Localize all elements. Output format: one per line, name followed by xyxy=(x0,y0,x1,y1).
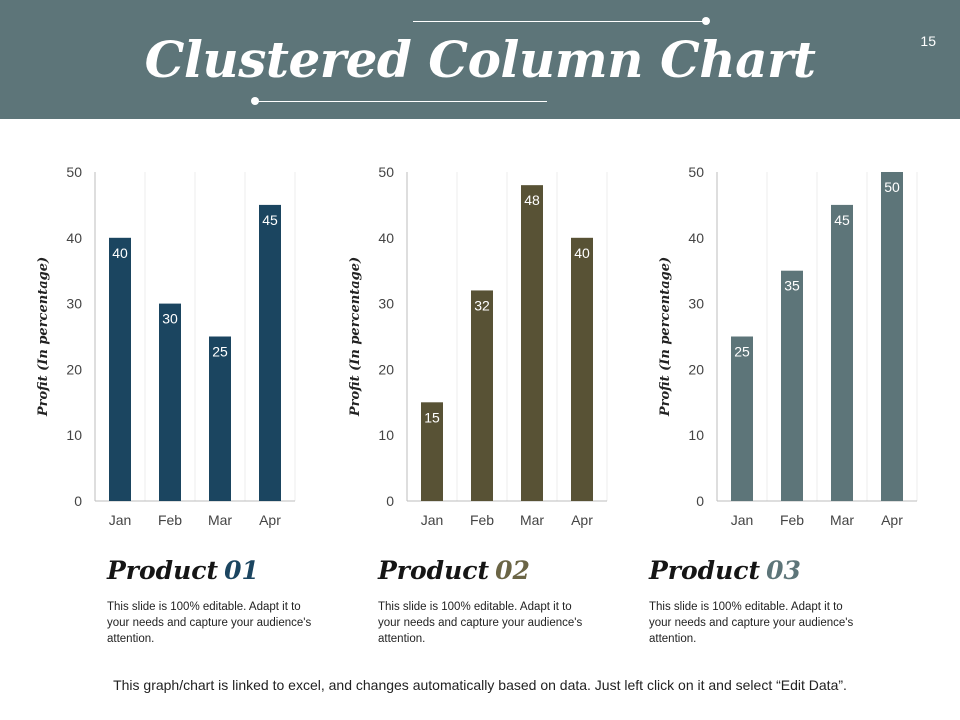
data-label: 25 xyxy=(212,344,228,360)
data-label: 50 xyxy=(884,179,900,195)
y-tick-label: 30 xyxy=(378,296,394,312)
product-02-label: Product xyxy=(378,556,490,585)
y-axis-title: Profit (In percentage) xyxy=(36,257,51,417)
product-01-number: 01 xyxy=(224,556,259,585)
data-label: 30 xyxy=(162,311,178,327)
y-tick-label: 10 xyxy=(66,427,82,443)
y-tick-label: 20 xyxy=(378,361,394,377)
product-01-label: Product xyxy=(107,556,219,585)
x-tick-label: Apr xyxy=(571,512,593,528)
data-label: 15 xyxy=(424,409,440,425)
bar-apr[interactable] xyxy=(571,237,593,502)
y-tick-label: 50 xyxy=(378,164,394,180)
y-tick-label: 20 xyxy=(66,361,82,377)
bar-mar[interactable] xyxy=(831,204,853,501)
data-label: 45 xyxy=(834,212,850,228)
slide-title: Clustered Column Chart xyxy=(144,30,816,89)
data-label: 35 xyxy=(784,278,800,294)
x-tick-label: Mar xyxy=(830,512,854,528)
y-tick-label: 30 xyxy=(688,296,704,312)
bar-apr[interactable] xyxy=(881,172,903,501)
product-03-number: 03 xyxy=(766,556,801,585)
y-tick-label: 10 xyxy=(378,427,394,443)
data-label: 40 xyxy=(574,245,590,261)
x-tick-label: Jan xyxy=(421,512,444,528)
bar-apr[interactable] xyxy=(259,204,281,501)
bar-feb[interactable] xyxy=(781,270,803,501)
y-tick-label: 10 xyxy=(688,427,704,443)
chart-product-03[interactable]: 0 10 20 30 40 50 Profit (In percentage) 25 Jan 35… xyxy=(642,150,932,540)
page-number: 15 xyxy=(920,33,936,49)
product-02-description: This slide is 100% editable. Adapt it to… xyxy=(378,601,583,645)
data-label: 45 xyxy=(262,212,278,228)
bar-mar[interactable] xyxy=(209,336,231,502)
data-label: 40 xyxy=(112,245,128,261)
x-tick-label: Apr xyxy=(881,512,903,528)
y-tick-label: 30 xyxy=(66,296,82,312)
bar-feb[interactable] xyxy=(159,303,181,501)
y-tick-label: 0 xyxy=(74,493,82,509)
data-label: 25 xyxy=(734,344,750,360)
data-label: 32 xyxy=(474,297,490,313)
x-tick-label: Feb xyxy=(158,512,182,528)
y-tick-label: 20 xyxy=(688,361,704,377)
product-03-title: Product 03 xyxy=(649,556,801,585)
bar-feb[interactable] xyxy=(471,290,493,501)
y-axis-title: Profit (In percentage) xyxy=(348,257,363,417)
x-tick-label: Feb xyxy=(470,512,494,528)
y-tick-label: 0 xyxy=(696,493,704,509)
y-tick-label: 40 xyxy=(688,230,704,246)
y-tick-label: 40 xyxy=(378,230,394,246)
x-tick-label: Apr xyxy=(259,512,281,528)
y-tick-label: 50 xyxy=(66,164,82,180)
y-tick-label: 50 xyxy=(688,164,704,180)
decorative-line-bottom xyxy=(255,101,547,102)
bar-jan[interactable] xyxy=(421,402,443,501)
chart-product-02[interactable]: 0 10 20 30 40 50 Profit (In percentage) 15 Jan 32… xyxy=(332,150,622,540)
bar-mar[interactable] xyxy=(521,185,543,501)
y-tick-label: 0 xyxy=(386,493,394,509)
header-banner: Clustered Column Chart 15 xyxy=(0,0,960,119)
x-tick-label: Feb xyxy=(780,512,804,528)
x-tick-label: Mar xyxy=(208,512,232,528)
product-03-label: Product xyxy=(649,556,761,585)
product-01-description: This slide is 100% editable. Adapt it to… xyxy=(107,601,312,645)
product-02-number: 02 xyxy=(495,556,530,585)
chart-product-01[interactable]: 0 10 20 30 40 50 Profit (In percentage) 40 Jan 30… xyxy=(20,150,310,540)
product-02-title: Product 02 xyxy=(378,556,530,585)
decorative-line-top xyxy=(413,21,705,22)
product-01-title: Product 01 xyxy=(107,556,259,585)
decorative-dot-bottom xyxy=(251,97,259,105)
y-tick-label: 40 xyxy=(66,230,82,246)
data-label: 48 xyxy=(524,192,540,208)
footer-note: This graph/chart is linked to excel, and… xyxy=(113,677,847,693)
decorative-dot-top xyxy=(702,17,710,25)
x-tick-label: Jan xyxy=(731,512,754,528)
product-03-description: This slide is 100% editable. Adapt it to… xyxy=(649,601,854,645)
bar-jan[interactable] xyxy=(109,237,131,502)
x-tick-label: Mar xyxy=(520,512,544,528)
bar-jan[interactable] xyxy=(731,336,753,502)
y-axis-title: Profit (In percentage) xyxy=(658,257,673,417)
x-tick-label: Jan xyxy=(109,512,132,528)
